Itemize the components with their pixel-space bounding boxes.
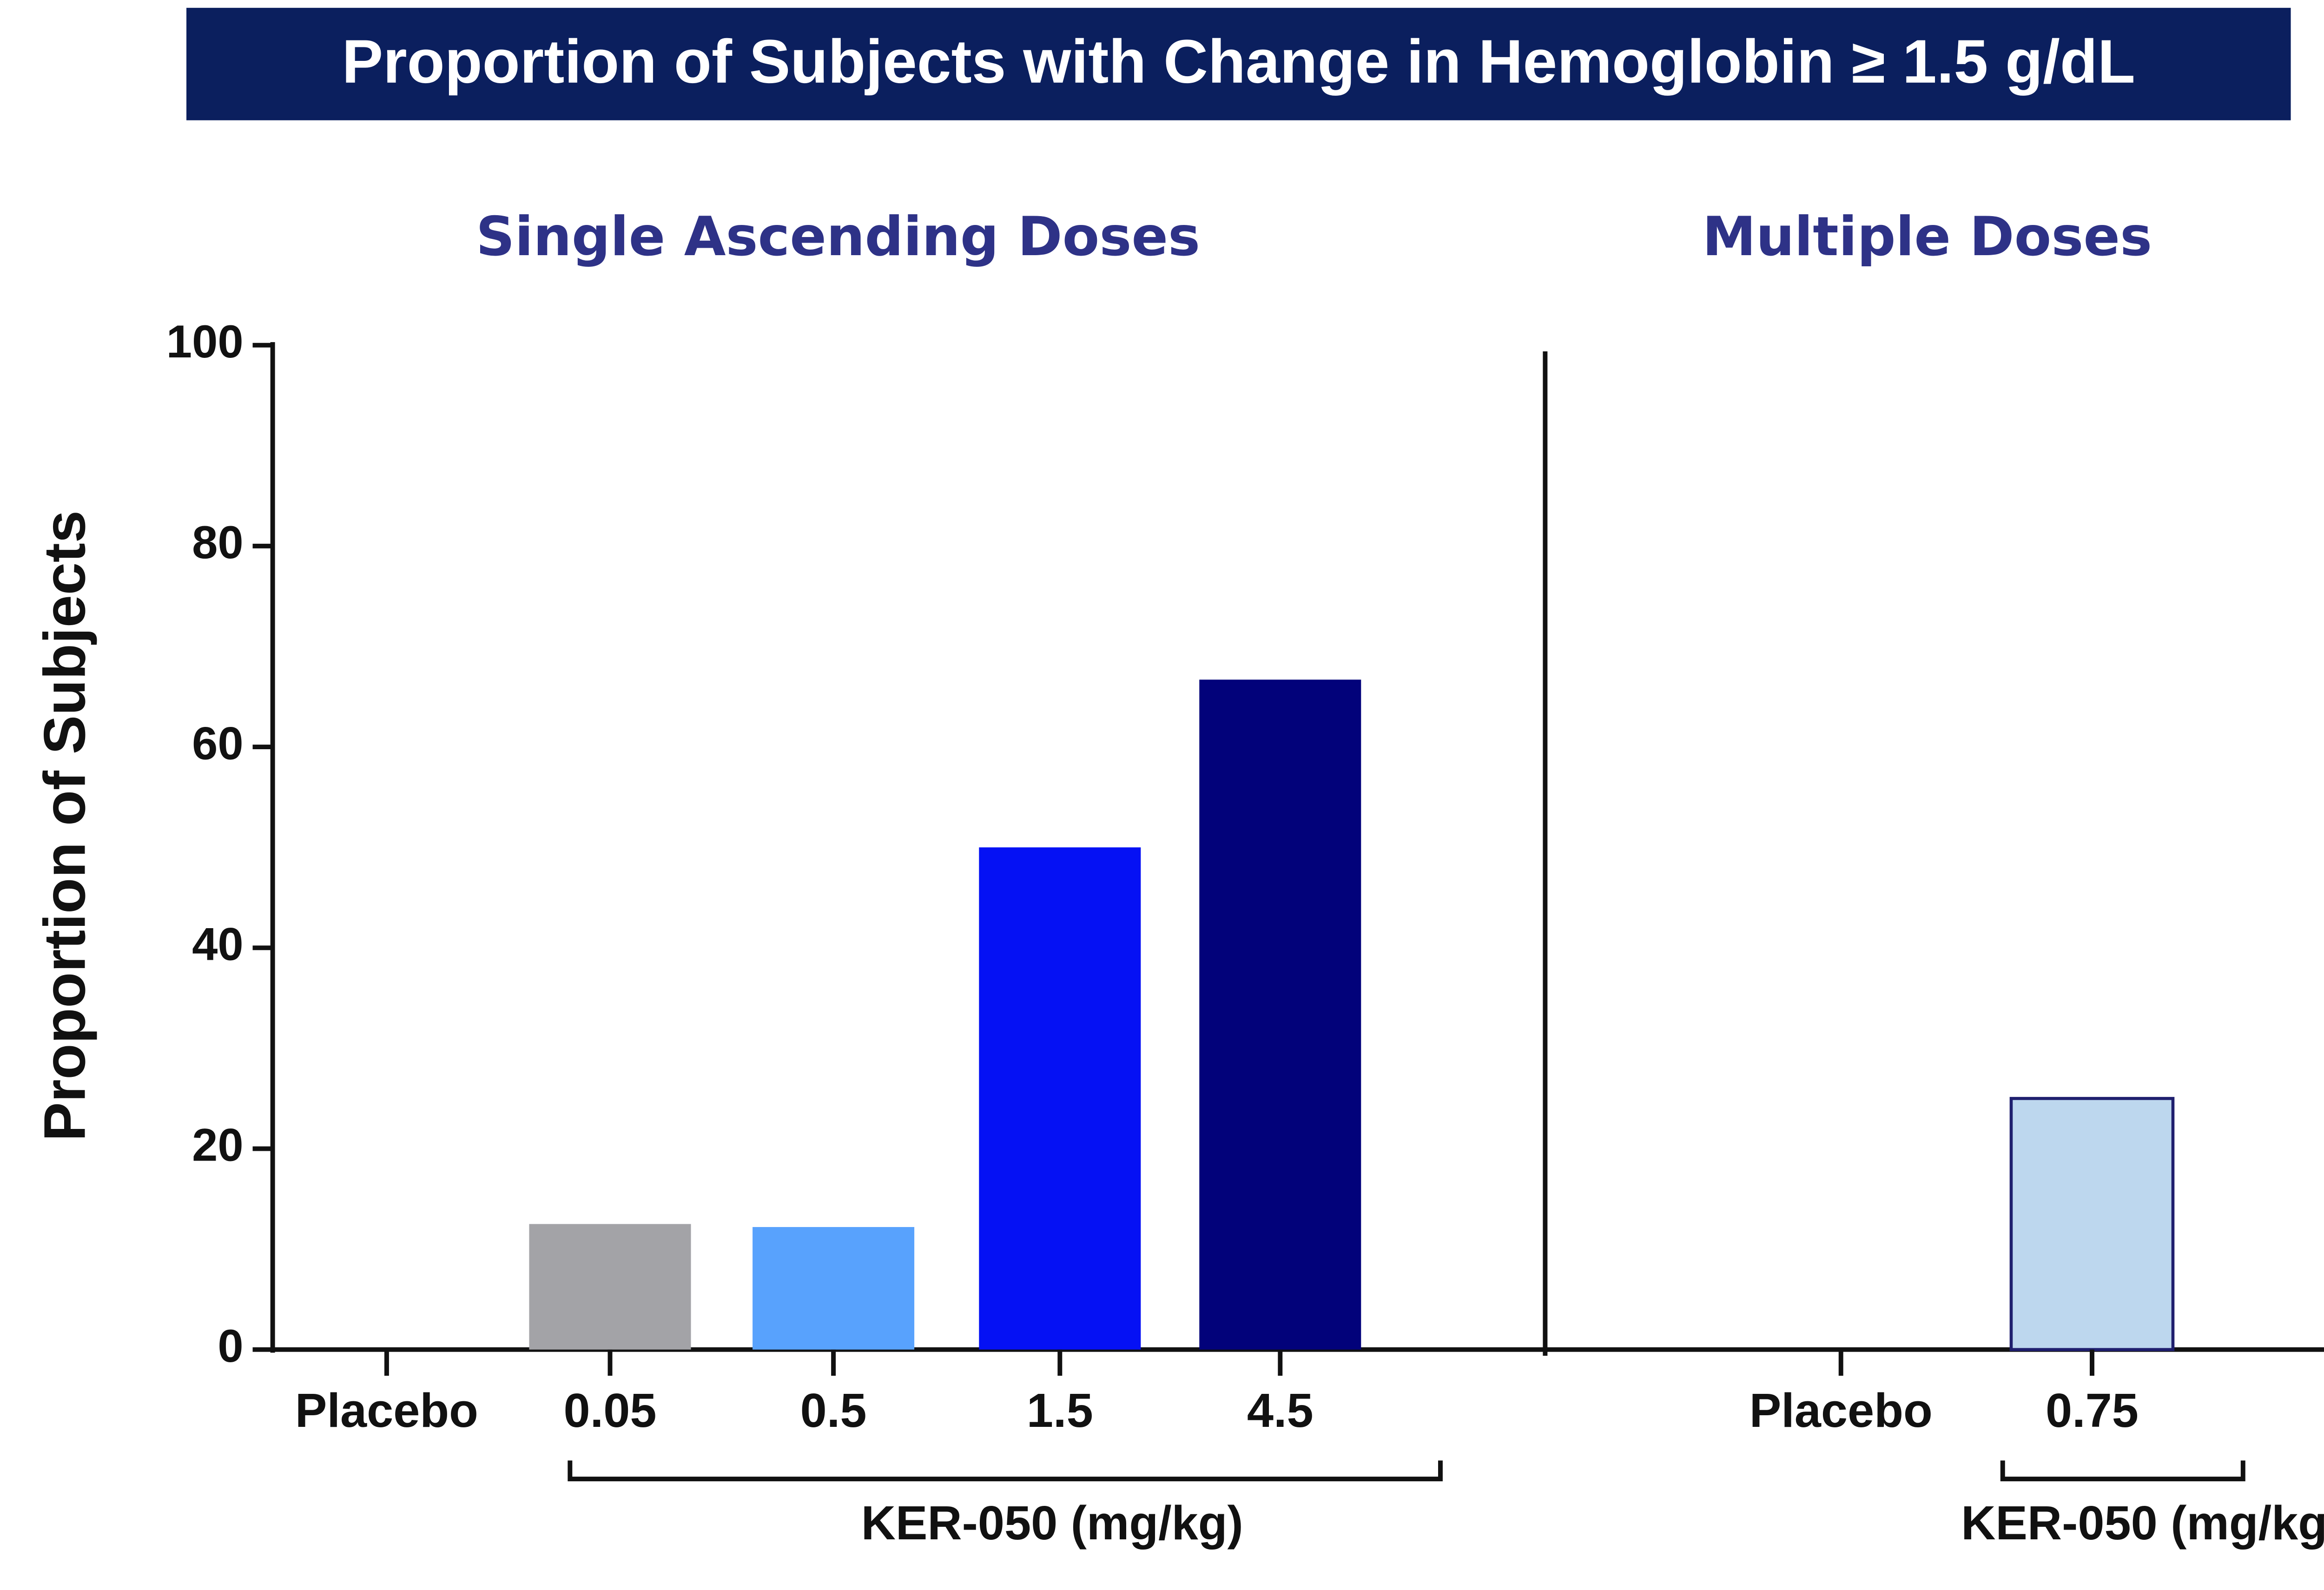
group-bracket [568, 1460, 1443, 1482]
bar [1199, 680, 1361, 1350]
x-tick-label: 0.75 [2046, 1384, 2139, 1437]
y-tick-label: 80 [192, 517, 244, 568]
y-tick-label: 60 [192, 718, 244, 769]
panel-title: Multiple Doses [1703, 205, 2152, 268]
x-tick-label: Placebo [1750, 1384, 1933, 1437]
bar [979, 847, 1141, 1350]
x-tick-label: Placebo [295, 1384, 478, 1437]
group-label: KER-050 (mg/kg) [1961, 1496, 2324, 1550]
panel-title: Single Ascending Doses [476, 205, 1200, 268]
x-tick-label: 0.05 [564, 1384, 657, 1437]
x-tick-label: 0.5 [800, 1384, 867, 1437]
group-bracket [2000, 1460, 2245, 1482]
x-tick-label: 1.5 [1027, 1384, 1093, 1437]
bar [529, 1224, 691, 1350]
chart-title: Proportion of Subjects with Change in He… [342, 27, 2135, 96]
bar [753, 1227, 915, 1350]
y-tick-label: 0 [218, 1320, 243, 1372]
title-banner [186, 7, 2291, 120]
y-tick-label: 20 [192, 1120, 244, 1171]
bar [2009, 1097, 2175, 1352]
y-axis-label: Proportion of Subjects [32, 510, 97, 1141]
x-tick-label: 4.5 [1247, 1384, 1314, 1437]
y-tick-label: 40 [192, 919, 244, 970]
group-label: KER-050 (mg/kg) [861, 1496, 1243, 1550]
y-tick-label: 100 [166, 316, 244, 368]
